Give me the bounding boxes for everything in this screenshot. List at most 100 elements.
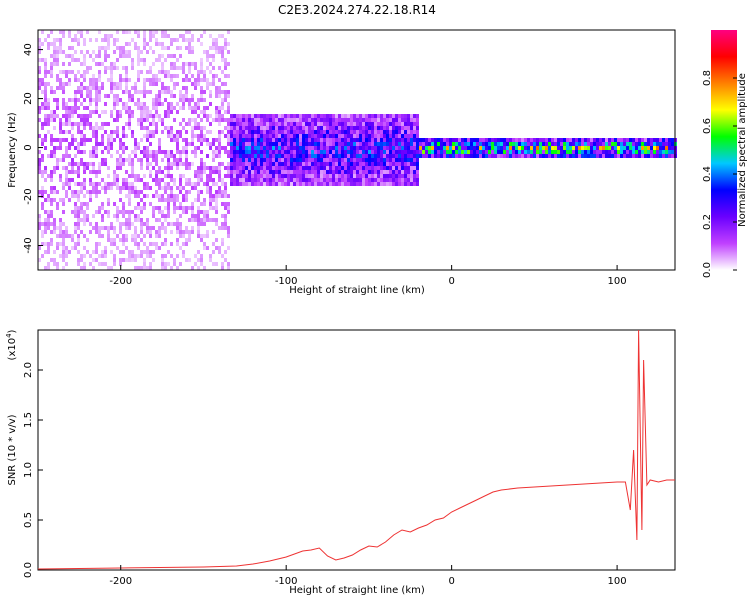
heatmap-cell [56, 246, 59, 250]
heatmap-cell [263, 146, 266, 150]
heatmap-cell [278, 162, 281, 166]
heatmap-cell [509, 150, 512, 154]
heatmap-cell [332, 138, 335, 142]
heatmap-cell [278, 122, 281, 126]
heatmap-cell [518, 146, 521, 150]
heatmap-cell [635, 150, 638, 154]
heatmap-cell [167, 262, 170, 266]
heatmap-cell [134, 254, 137, 258]
heatmap-cell [515, 150, 518, 154]
heatmap-cell [203, 170, 206, 174]
heatmap-cell [227, 110, 230, 114]
heatmap-cell [113, 82, 116, 86]
heatmap-cell [368, 146, 371, 150]
heatmap-cell [140, 162, 143, 166]
heatmap-cell [161, 214, 164, 218]
heatmap-cell [137, 118, 140, 122]
heatmap-cell [365, 158, 368, 162]
heatmap-cell [65, 122, 68, 126]
heatmap-cell [164, 34, 167, 38]
heatmap-cell [131, 62, 134, 66]
heatmap-cell [341, 142, 344, 146]
heatmap-cell [47, 214, 50, 218]
heatmap-cell [380, 182, 383, 186]
heatmap-cell [458, 138, 461, 142]
heatmap-cell [146, 114, 149, 118]
heatmap-cell [89, 122, 92, 126]
heatmap-cell [398, 158, 401, 162]
heatmap-cell [215, 74, 218, 78]
heatmap-cell [86, 66, 89, 70]
heatmap-cell [407, 142, 410, 146]
heatmap-cell [158, 70, 161, 74]
heatmap-cell [278, 130, 281, 134]
heatmap-cell [125, 122, 128, 126]
heatmap-cell [563, 138, 566, 142]
heatmap-cell [167, 222, 170, 226]
heatmap-cell [44, 86, 47, 90]
heatmap-cell [254, 134, 257, 138]
heatmap-cell [86, 190, 89, 194]
heatmap-cell [140, 158, 143, 162]
heatmap-cell [278, 158, 281, 162]
heatmap-cell [59, 174, 62, 178]
heatmap-cell [350, 130, 353, 134]
heatmap-cell [263, 150, 266, 154]
heatmap-cell [665, 154, 668, 158]
heatmap-cell [278, 134, 281, 138]
heatmap-cell [344, 122, 347, 126]
heatmap-cell [353, 134, 356, 138]
heatmap-cell [350, 162, 353, 166]
heatmap-cell [446, 146, 449, 150]
heatmap-cell [374, 166, 377, 170]
heatmap-cell [425, 154, 428, 158]
heatmap-cell [632, 146, 635, 150]
heatmap-cell [206, 234, 209, 238]
heatmap-cell [614, 154, 617, 158]
heatmap-cell [431, 138, 434, 142]
heatmap-cell [467, 138, 470, 142]
heatmap-cell [131, 158, 134, 162]
heatmap-cell [119, 110, 122, 114]
heatmap-cell [293, 146, 296, 150]
heatmap-cell [80, 254, 83, 258]
heatmap-cell [167, 158, 170, 162]
heatmap-cell [320, 130, 323, 134]
heatmap-cell [188, 66, 191, 70]
heatmap-cell [239, 142, 242, 146]
heatmap-cell [167, 110, 170, 114]
heatmap-cell [125, 66, 128, 70]
heatmap-cell [83, 202, 86, 206]
heatmap-cell [317, 158, 320, 162]
heatmap-cell [365, 130, 368, 134]
heatmap-cell [203, 198, 206, 202]
heatmap-cell [182, 250, 185, 254]
heatmap-cell [263, 126, 266, 130]
heatmap-cell [251, 122, 254, 126]
heatmap-cell [44, 114, 47, 118]
heatmap-cell [380, 150, 383, 154]
heatmap-cell [59, 138, 62, 142]
heatmap-cell [80, 190, 83, 194]
heatmap-cell [386, 166, 389, 170]
heatmap-cell [611, 154, 614, 158]
heatmap-cell [413, 134, 416, 138]
heatmap-cell [212, 58, 215, 62]
heatmap-cell [209, 218, 212, 222]
heatmap-cell [293, 170, 296, 174]
heatmap-cell [365, 154, 368, 158]
heatmap-cell [77, 194, 80, 198]
heatmap-cell [530, 138, 533, 142]
heatmap-cell [326, 158, 329, 162]
heatmap-cell [113, 106, 116, 110]
heatmap-cell [122, 234, 125, 238]
heatmap-cell [584, 142, 587, 146]
heatmap-cell [41, 206, 44, 210]
heatmap-cell [122, 30, 125, 34]
heatmap-cell [224, 126, 227, 130]
heatmap-cell [485, 154, 488, 158]
heatmap-cell [47, 102, 50, 106]
heatmap-cell [230, 138, 233, 142]
heatmap-cell [233, 138, 236, 142]
heatmap-cell [266, 114, 269, 118]
